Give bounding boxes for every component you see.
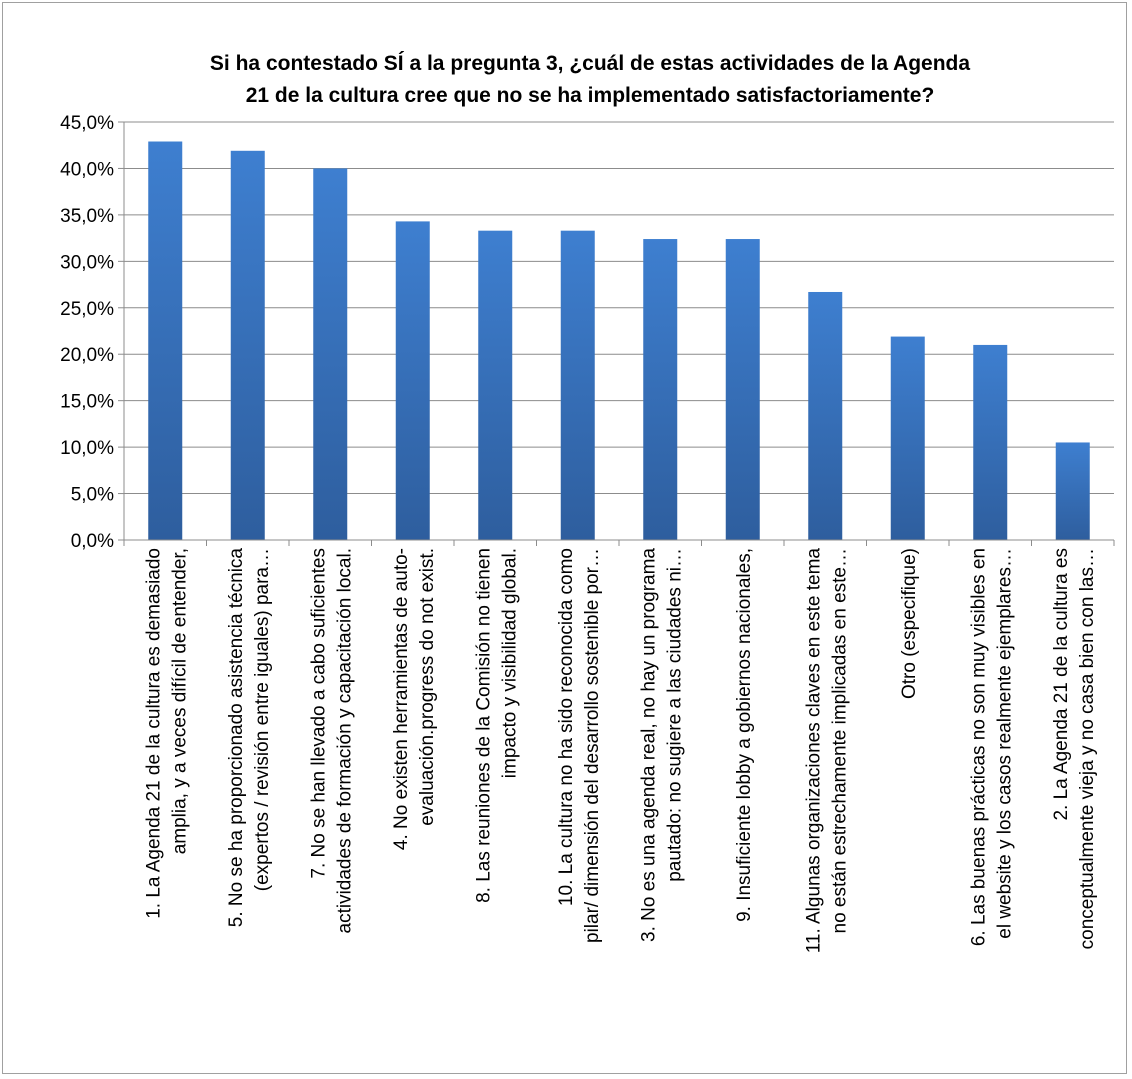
x-category-label-line: 5. No se ha proporcionado asistencia téc… [226,548,247,928]
bar [808,292,842,540]
x-category-label-line: 10. La cultura no ha sido reconocida com… [556,548,577,906]
x-category-label-line: evaluación.progress do not exist. [417,548,438,826]
gridlines [118,122,1114,540]
x-category-label: 8. Las reuniones de la Comisión no tiene… [473,548,520,903]
bar [726,239,760,540]
bar [396,221,430,540]
bar [561,231,595,540]
y-tick-label: 35,0% [60,206,114,227]
x-category-label-line: conceptualmente vieja y no casa bien con… [1077,548,1098,949]
x-category-label: 7. No se han llevado a cabo suficientes a… [308,548,355,933]
y-tick-label: 10,0% [60,438,114,459]
y-tick-label: 0,0% [71,531,114,552]
x-category-label: 9. Insuficiente lobby a gobiernos nacion… [734,548,755,922]
x-category-label-line: 3. No es una agenda real, no hay un prog… [638,548,659,942]
y-tick-label: 45,0% [60,113,114,134]
x-category-label: 5. No se ha proporcionado asistencia téc… [226,548,273,928]
bar [1056,442,1090,540]
x-category-label: 4. No existen herramientas de auto-evalu… [391,548,438,850]
x-category-label-line: no están estrechamente implicadas en est… [829,548,850,934]
x-category-label-line: pautado: no sugiere a las ciudades ni… [664,548,685,882]
y-tick-label: 30,0% [60,252,114,273]
y-tick-label: 25,0% [60,299,114,320]
x-category-label: 11. Algunas organizaciones claves en est… [803,548,850,954]
x-category-label-line: el website y los casos realmente ejempla… [994,548,1015,939]
x-category-label-line: Otro (especifique) [899,548,920,699]
y-tick-label: 40,0% [60,159,114,180]
x-category-label-line: 9. Insuficiente lobby a gobiernos nacion… [734,548,755,922]
axes [124,122,1114,546]
bar [891,337,925,540]
bar [148,142,182,540]
bar [478,231,512,540]
x-category-label-line: 4. No existen herramientas de auto- [391,548,412,850]
bar [973,345,1007,540]
x-category-label-line: actividades de formación y capacitación … [334,548,355,933]
x-category-label-line: (expertos / revisión entre iguales) para… [252,548,273,891]
x-category-label: Otro (especifique) [899,548,920,699]
x-category-label: 3. No es una agenda real, no hay un prog… [638,548,685,942]
y-tick-label: 20,0% [60,345,114,366]
x-category-label: 6. Las buenas prácticas no son muy visib… [968,548,1015,946]
x-category-label-line: pilar/ dimensión del desarrollo sostenib… [582,548,603,943]
x-category-label: 10. La cultura no ha sido reconocida com… [556,548,603,943]
x-category-label-line: 8. Las reuniones de la Comisión no tiene… [473,548,494,903]
x-category-label-line: 7. No se han llevado a cabo suficientes [308,548,329,879]
x-category-label: 1. La Agenda 21 de la cultura es demasia… [143,548,190,919]
x-category-label-line: 6. Las buenas prácticas no son muy visib… [968,548,989,946]
x-axis-category-labels: 1. La Agenda 21 de la cultura es demasia… [143,548,1098,954]
bar [231,151,265,540]
x-category-label-line: 2. La Agenda 21 de la cultura es [1051,548,1072,821]
x-category-label-line: amplia, y a veces difícil de entender, [169,548,190,854]
y-tick-label: 15,0% [60,392,114,413]
y-axis-tick-labels: 0,0% 5,0% 10,0% 15,0% 20,0% 25,0% 30,0% 35,0% 40… [60,113,114,552]
bar [313,168,347,540]
x-category-label: 2. La Agenda 21 de la cultura es conceptu… [1051,548,1098,949]
x-category-label-line: 1. La Agenda 21 de la cultura es demasia… [143,548,164,919]
x-category-label-line: 11. Algunas organizaciones claves en est… [803,548,824,954]
bars [148,142,1090,540]
y-tick-label: 5,0% [71,485,114,506]
bar [643,239,677,540]
x-category-label-line: impacto y visibilidad global. [499,548,520,778]
